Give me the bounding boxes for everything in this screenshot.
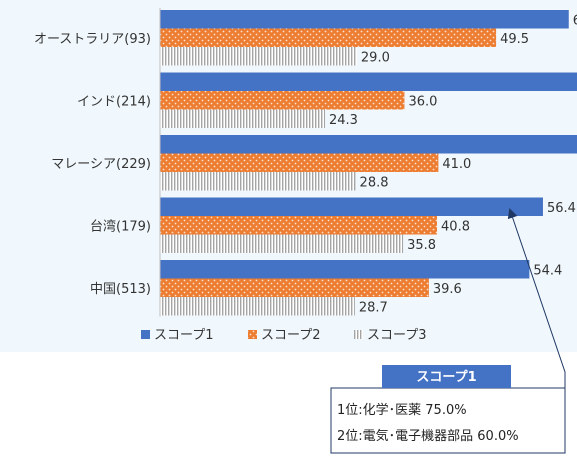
bar-2-5: [160, 278, 429, 297]
value-label: 39.6: [433, 282, 462, 297]
category-label: 台湾(179): [90, 218, 151, 234]
callout-title-badge: [382, 365, 511, 388]
bars: [159, 8, 577, 317]
bar-1-2: [160, 72, 577, 91]
value-label: 28.8: [360, 175, 389, 190]
value-label: 56.4: [547, 201, 576, 216]
callout: スコープ1 1位:化学･医薬 75.0% 2位:電気･電子機器部品 60.0%: [330, 208, 566, 454]
value-labels: 60.249.529.068.736.024.362.941.028.856.4…: [329, 13, 577, 315]
bar-1-1: [160, 10, 569, 29]
legend-label: スコープ1: [154, 328, 214, 343]
bar-2-2: [160, 91, 405, 110]
bar-3-4: [160, 234, 404, 253]
bar-3-5: [160, 297, 355, 316]
category-label: 中国(513): [90, 282, 151, 297]
bar-1-5: [160, 260, 530, 279]
legend: スコープ1 スコープ2 スコープ3: [141, 328, 427, 343]
category-label: マレーシア(229): [51, 157, 151, 172]
callout-box: [330, 387, 566, 454]
category-label: インド(214): [77, 94, 151, 109]
value-label: 49.5: [500, 32, 529, 47]
bar-3-3: [160, 172, 356, 191]
bar-1-3: [160, 135, 577, 154]
bar-3-1: [160, 47, 357, 66]
bar-1-4: [160, 197, 543, 216]
callout-line-1: 1位:化学･医薬 75.0%: [337, 402, 467, 418]
legend-label: スコープ2: [261, 328, 321, 343]
value-label: 29.0: [361, 50, 390, 65]
callout-line-2: 2位:電気･電子機器部品 60.0%: [337, 428, 519, 444]
legend-swatch: [248, 330, 257, 339]
bar-2-3: [160, 153, 439, 172]
callout-title: スコープ1: [416, 370, 476, 385]
legend-swatch: [354, 330, 363, 339]
category-axis-labels: オーストラリア(93) インド(214) マレーシア(229) 台湾(179) 中国(5…: [34, 32, 151, 297]
legend-label: スコープ3: [367, 328, 427, 343]
category-label: オーストラリア(93): [34, 32, 151, 47]
value-label: 28.7: [359, 300, 388, 315]
legend-swatch: [141, 330, 150, 339]
value-label: 24.3: [329, 113, 358, 128]
value-label: 41.0: [442, 157, 471, 172]
value-label: 36.0: [408, 94, 437, 109]
callout-leader-arrow: [507, 208, 566, 388]
value-label: 54.4: [533, 263, 562, 278]
bar-2-4: [160, 216, 438, 235]
bar-2-1: [160, 28, 497, 47]
value-label: 60.2: [573, 13, 577, 28]
bar-3-2: [160, 109, 325, 128]
value-label: 35.8: [407, 238, 436, 253]
value-label: 40.8: [441, 219, 470, 234]
